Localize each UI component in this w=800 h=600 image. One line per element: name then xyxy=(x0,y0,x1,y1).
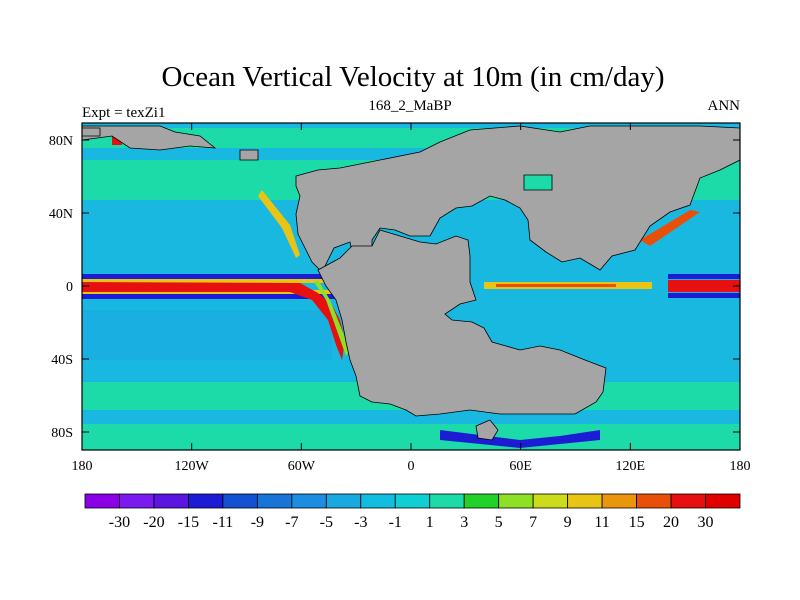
colorbar-swatch xyxy=(256,493,293,509)
equatorial-down-east-n xyxy=(668,274,740,279)
y-tick-label: 40S xyxy=(51,353,73,368)
land-small-north xyxy=(239,149,259,161)
land-north-america xyxy=(295,125,740,273)
colorbar-label: -30 xyxy=(109,514,130,531)
colorbar-swatch xyxy=(119,493,155,509)
x-tick-label: 0 xyxy=(408,459,415,474)
colorbar-swatch xyxy=(188,493,224,509)
colorbar-label: -9 xyxy=(251,514,264,531)
x-tick-label: 60E xyxy=(509,459,532,474)
x-tick-label: 120E xyxy=(616,459,646,474)
colorbar-label: 30 xyxy=(698,514,714,531)
colorbar-label: 11 xyxy=(594,514,609,531)
x-axis-labels: 180 120W 60W 0 60E 120E 180 xyxy=(72,459,751,474)
colorbar-label: 1 xyxy=(426,514,434,531)
equatorial-edge-north xyxy=(82,279,342,283)
colorbar-swatch xyxy=(532,493,569,509)
north-coastal-up xyxy=(258,190,300,258)
colorbar-label: -15 xyxy=(178,514,199,531)
colorbar-label: 5 xyxy=(495,514,503,531)
colorbar-swatch xyxy=(360,493,396,509)
equatorial-down-south xyxy=(82,293,342,299)
experiment-label: Expt = texZi1 xyxy=(82,105,165,121)
colorbar-swatch xyxy=(429,493,465,509)
colorbar-label: 9 xyxy=(564,514,572,531)
colorbar-swatch xyxy=(84,493,120,509)
colorbar-swatch xyxy=(670,493,706,509)
colorbar-swatch xyxy=(291,493,327,509)
equatorial-down-north xyxy=(82,274,342,281)
period-label: 168_2_MaBP xyxy=(368,98,451,114)
land-arctic-east xyxy=(82,127,101,137)
velocity-field xyxy=(82,123,740,450)
x-tick-label: 180 xyxy=(72,459,93,474)
land-antarctic-west xyxy=(475,419,499,441)
colorbar-swatch xyxy=(325,493,362,509)
colorbar-label: -20 xyxy=(143,514,164,531)
equatorial-upwelling-pacific xyxy=(82,282,345,360)
colorbar-swatch xyxy=(463,493,500,509)
colorbar-swatch xyxy=(567,493,603,509)
colorbar-label: 15 xyxy=(629,514,645,531)
equatorial-upwelling-tethys-core xyxy=(496,284,616,287)
northeast-coastal-up xyxy=(640,210,700,246)
land-greenland-island xyxy=(523,174,553,191)
y-tick-label: 40N xyxy=(49,207,73,222)
south-subtropic-band xyxy=(82,310,332,360)
land-arctic-west xyxy=(82,125,217,151)
colorbar-label: -3 xyxy=(354,514,367,531)
axis-ticks xyxy=(81,123,741,450)
colorbar-labels: -30 -20 -15 -11 -9 -7 -5 -3 -1 1 3 5 7 9 11 15 20 30 xyxy=(109,514,714,531)
colorbar-swatch xyxy=(705,493,741,509)
colorbar-swatch xyxy=(222,493,258,509)
y-tick-label: 0 xyxy=(66,280,73,295)
colorbar-swatch xyxy=(153,493,189,509)
equatorial-upwelling-east xyxy=(668,280,740,292)
colorbar-swatch xyxy=(394,493,431,509)
colorbar xyxy=(84,493,741,509)
colorbar-swatch xyxy=(498,493,534,509)
x-tick-label: 180 xyxy=(730,459,751,474)
colorbar-label: 7 xyxy=(529,514,537,531)
y-axis-labels: 80N 40N 0 40S 80S xyxy=(49,134,73,441)
land-south-america-africa xyxy=(317,229,607,417)
x-tick-label: 60W xyxy=(288,459,316,474)
colorbar-label: 3 xyxy=(460,514,468,531)
colorbar-label: -1 xyxy=(389,514,402,531)
x-tick-label: 120W xyxy=(175,459,210,474)
southern-ocean-down xyxy=(440,430,600,448)
colorbar-label: -11 xyxy=(213,514,234,531)
colorbar-label: 20 xyxy=(663,514,679,531)
colorbar-swatch xyxy=(636,493,672,509)
colorbar-label: -7 xyxy=(285,514,298,531)
colorbar-swatch xyxy=(601,493,637,509)
y-tick-label: 80N xyxy=(49,134,73,149)
season-label: ANN xyxy=(708,98,741,114)
colorbar-label: -5 xyxy=(320,514,333,531)
y-tick-label: 80S xyxy=(51,426,73,441)
equatorial-down-east-s xyxy=(668,293,740,298)
west-coast-green xyxy=(314,280,350,356)
figure-title: Ocean Vertical Velocity at 10m (in cm/da… xyxy=(161,61,664,93)
